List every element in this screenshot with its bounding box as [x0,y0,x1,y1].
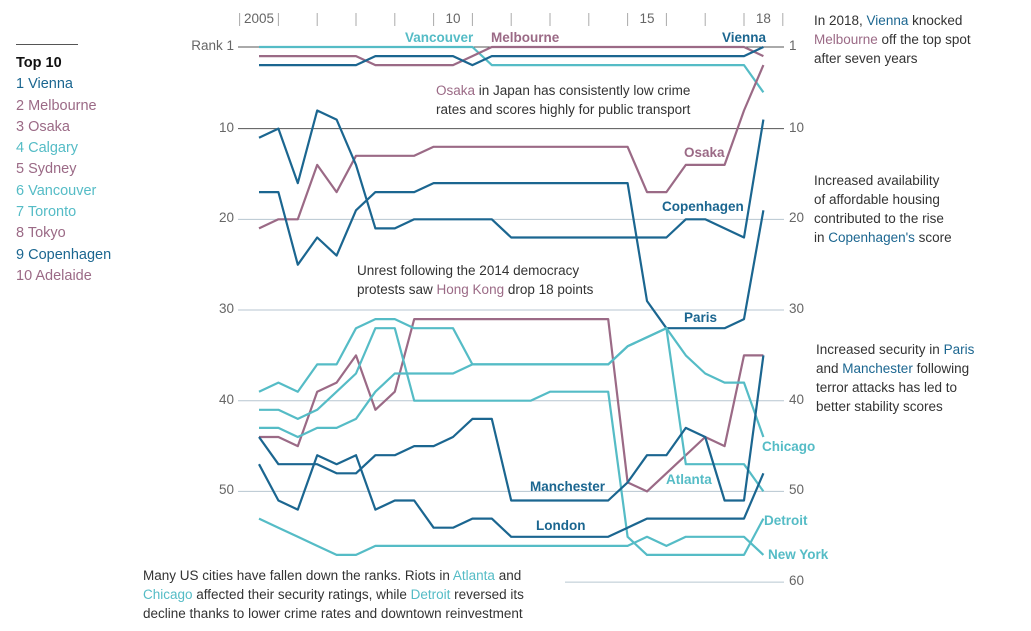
series-label-detroit: Detroit [764,513,808,528]
legend-item: 5 Sydney [16,161,77,178]
series-line-osaka [258,64,765,230]
y-tick-label-right: 40 [789,391,805,407]
annotation-text: Copenhagen's [828,230,915,245]
series-line-paris [259,182,765,330]
annotation-text: Manchester [842,361,913,376]
series-line-atlanta [259,327,765,493]
annotation-text: affected their security ratings, while [192,587,411,602]
legend-title: Top 10 [16,55,62,71]
annotation-text: Hong Kong [436,282,505,297]
series-line-melbourne [259,45,764,67]
annotation-text: score [914,230,952,245]
series-line-vancouver [259,45,765,93]
legend-item: 2 Melbourne [16,97,97,114]
y-tick-label-left: 40 [218,391,234,407]
annotation-text: in Japan has consistently low crime rate… [436,83,691,117]
annotation-text: off the top spot after seven years [814,32,971,66]
legend-item: 1 Vienna [16,76,73,93]
annotation-osaka: Osaka in Japan has consistently low crim… [432,81,695,119]
annotation-text: Unrest following the 2014 democracy prot… [357,263,580,297]
legend-rule [16,44,78,45]
annotation-text: Chicago [143,587,193,602]
legend-item: 8 Tokyo [16,225,66,242]
legend-item: 6 Vancouver [16,182,97,199]
legend-item: 3 Osaka [16,118,70,135]
y-tick-label-right: 1 [789,38,797,53]
annotation-text: Paris [943,342,975,357]
y-tick-label-right: 50 [789,482,805,498]
annotation-text: Osaka [436,83,476,98]
series-label-copenhagen: Copenhagen [662,199,744,214]
annotation-text: knocked [912,13,963,28]
series-line-manchester [258,355,765,502]
series-label-london: London [536,518,586,533]
annotation-text: following terror attacks has led to bett… [816,361,970,414]
annotation-hong-kong: Unrest following the 2014 democracy prot… [353,261,598,299]
annotation-text: Vienna [866,13,909,28]
annotation-text: drop 18 points [504,282,594,297]
legend-item: 4 Calgary [16,140,79,157]
x-tick-label: 18 [755,11,771,26]
series-line-vienna [259,46,764,67]
y-tick-label-left: 10 [218,119,234,135]
series-line-copenhagen [258,109,765,239]
legend: Top 10 1 Vienna 2 Melbourne 3 Osaka 4 Calga… [16,44,111,287]
legend-item: 10 Adelaide [16,267,92,284]
y-tick-label-right: 30 [789,301,805,317]
annotation-paris-manchester: Increased security in Paris and Manchest… [816,340,974,416]
series-label-melbourne: Melbourne [491,30,560,45]
x-tick-label: 15 [639,11,655,26]
annotation-text: Detroit [410,587,451,602]
series-label-paris: Paris [684,310,718,325]
annotation-text: Many US cities have fallen down the rank… [143,568,453,583]
annotation-text: Increased availability of affordable hou… [814,173,944,245]
series-label-atlanta: Atlanta [666,472,712,487]
series-line-detroit [259,327,765,557]
annotation-text: and [816,361,839,376]
annotation-copenhagen: Increased availability of affordable hou… [814,171,952,247]
annotation-text: and [498,568,522,583]
annotation-us-cities: Many US cities have fallen down the rank… [139,566,528,623]
series-label-vancouver: Vancouver [405,30,474,45]
series-line-hong-kong [259,318,764,493]
series-label-osaka: Osaka [684,145,725,160]
y-tick-label-left: Rank 1 [191,38,234,53]
annotation-text: reversed its decline thanks to lower cri… [143,587,524,621]
annotation-text: Melbourne [814,32,878,47]
x-tick-label: 2005 [243,11,275,26]
legend-item: 9 Copenhagen [16,246,112,263]
series-label-new-york: New York [768,547,829,562]
series-label-manchester: Manchester [530,479,606,494]
annotation-vienna: In 2018, Vienna knocked Melbourne off th… [814,11,971,68]
x-tick-label: 10 [445,11,461,26]
annotation-text: Increased security in [816,342,944,357]
y-tick-label-left: 20 [218,210,234,226]
annotation-text: Atlanta [452,568,495,583]
series-line-chicago [258,318,765,438]
series-label-chicago: Chicago [762,439,816,454]
y-tick-label-left: 30 [218,301,234,317]
series-label-vienna: Vienna [722,30,767,45]
y-tick-label-right: 20 [789,210,805,226]
series-line-london [258,454,765,538]
y-tick-label-left: 50 [218,482,234,498]
y-tick-label-right: 60 [789,573,805,589]
annotation-text: In 2018, [814,13,867,28]
legend-item: 7 Toronto [16,204,77,221]
y-tick-label-right: 10 [789,119,805,135]
series-line-new-york [258,517,765,557]
legend-items: 1 Vienna 2 Melbourne 3 Osaka 4 Calgary 5 Syd… [16,74,111,287]
